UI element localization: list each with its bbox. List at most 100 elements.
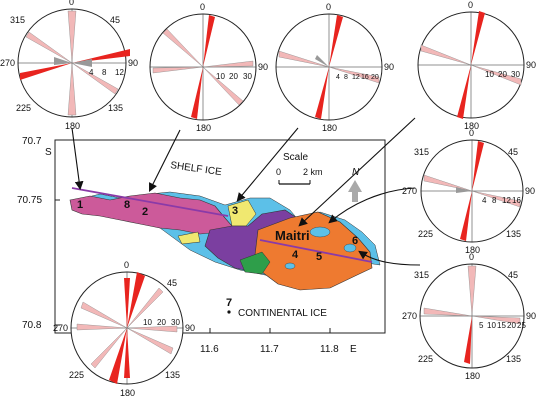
rose-scale-label: 16 — [512, 196, 521, 205]
rose-label-270: 270 — [402, 186, 417, 196]
rose-petal-main — [329, 15, 343, 67]
rose-scale-label: 10 — [485, 70, 494, 79]
site-number: 4 — [292, 249, 299, 261]
rose-petal — [202, 66, 244, 106]
map: 70.7 S 70.75 70.8 11.6 11.7 11.8 E — [17, 136, 386, 355]
rose-label-180: 180 — [65, 121, 80, 131]
rose-petal-main — [460, 191, 472, 241]
rose-petal-main — [457, 65, 471, 119]
rose-2: 0 90 180 10 20 30 — [149, 2, 268, 133]
rose-label-135: 135 — [108, 103, 123, 113]
rose-petal — [315, 55, 329, 67]
rose-label-90: 90 — [384, 62, 394, 72]
rose-label-270: 270 — [53, 323, 68, 333]
rose-scale-label: 8 — [344, 74, 348, 81]
rose-label-0: 0 — [469, 128, 474, 138]
rose-label-0: 0 — [468, 0, 473, 10]
rose-petal — [80, 301, 128, 329]
traverse-line — [259, 239, 373, 263]
rose-label-180: 180 — [322, 123, 337, 133]
rose-label-225: 225 — [418, 354, 433, 364]
rose-petal-main — [191, 67, 203, 119]
rose-petal — [328, 66, 380, 84]
rose-label-270: 270 — [0, 58, 15, 68]
rose-scale-label: 30 — [243, 72, 252, 81]
rose-petal — [126, 287, 164, 329]
rose-7: 0 45 90 135 180 225 270 10 20 30 — [53, 260, 195, 398]
site-number: 2 — [142, 206, 148, 218]
arrow-rose-3 — [236, 127, 299, 202]
north-arrow-icon — [348, 180, 362, 202]
rose-petal — [471, 315, 521, 325]
lat-axis-letter: S — [45, 147, 52, 158]
rose-label-90: 90 — [525, 186, 535, 196]
rose-label-0: 0 — [200, 2, 205, 12]
rose-label-225: 225 — [69, 370, 84, 380]
rose-label-315: 315 — [10, 15, 25, 25]
rose-petal — [278, 50, 330, 68]
site-number: 7 — [226, 297, 232, 309]
rose-scale-label: 20 — [507, 321, 516, 330]
rose-label-180: 180 — [465, 371, 480, 381]
lon-label-11-6: 11.6 — [200, 344, 219, 355]
rose-petal — [423, 174, 473, 192]
rose-scale-label: 10 — [216, 72, 225, 81]
rose-label-90: 90 — [526, 60, 536, 70]
arrow-rose-5 — [328, 187, 416, 224]
rose-petal-main — [203, 15, 215, 67]
rose-label-225: 225 — [16, 103, 31, 113]
rose-label-0: 0 — [69, 0, 74, 7]
rose-petal — [90, 327, 128, 369]
site-number: 6 — [352, 235, 358, 247]
rose-petal — [67, 10, 77, 64]
rose-petal — [126, 327, 174, 355]
rose-label-180: 180 — [465, 245, 480, 255]
arrow-rose-6 — [358, 250, 421, 266]
rose-scale-label: 8 — [492, 196, 497, 205]
lat-label-70-8: 70.8 — [22, 320, 42, 331]
rose-label-45: 45 — [167, 278, 177, 288]
rose-label-45: 45 — [110, 15, 120, 25]
rose-petal-main — [20, 63, 72, 80]
rose-petal — [25, 31, 73, 64]
rose-1: 0 45 90 135 180 225 270 315 4 8 12 — [0, 0, 138, 131]
rose-label-90: 90 — [128, 58, 138, 68]
rose-petal — [470, 64, 522, 86]
rose-scale-label: 20 — [498, 70, 507, 79]
scale-title: Scale — [283, 152, 308, 163]
lake — [309, 226, 331, 238]
rose-petal — [72, 59, 92, 67]
rose-scale-label: 8 — [102, 68, 107, 77]
rose-petal — [467, 265, 477, 317]
rose-label-180: 180 — [196, 123, 211, 133]
lon-label-11-8: 11.8 — [320, 344, 339, 355]
site-number: 3 — [232, 205, 238, 217]
lat-label-70-75: 70.75 — [17, 195, 42, 206]
rose-scale-label: 4 — [89, 68, 94, 77]
rose-scale-label: 20 — [371, 74, 379, 81]
rose-label-135: 135 — [506, 354, 521, 364]
rose-petal-main — [471, 11, 485, 65]
continental-ice-label: CONTINENTAL ICE — [238, 308, 327, 319]
rose-label-45: 45 — [508, 270, 518, 280]
rose-petal — [67, 62, 77, 116]
rose-scale-label: 4 — [482, 196, 487, 205]
rose-petal-main — [464, 316, 472, 364]
rose-petal — [420, 44, 472, 66]
lake — [284, 262, 296, 270]
scale-zero: 0 — [276, 167, 281, 177]
rose-scale-label: 25 — [517, 321, 526, 330]
rose-petal — [471, 190, 521, 208]
site-marker — [227, 310, 231, 314]
rose-5: 0 45 90 135 180 225 270 315 4 8 12 16 — [402, 128, 535, 255]
arrow-rose-1 — [71, 127, 84, 191]
arrow-rose-4 — [298, 117, 416, 227]
rose-petal-main — [124, 278, 130, 328]
rose-scale-label: 12 — [352, 74, 360, 81]
traverse-line — [71, 187, 229, 217]
rose-label-315: 315 — [414, 147, 429, 157]
rose-scale-label: 30 — [171, 318, 180, 327]
rose-label-135: 135 — [165, 370, 180, 380]
rose-petal-main — [124, 328, 130, 378]
